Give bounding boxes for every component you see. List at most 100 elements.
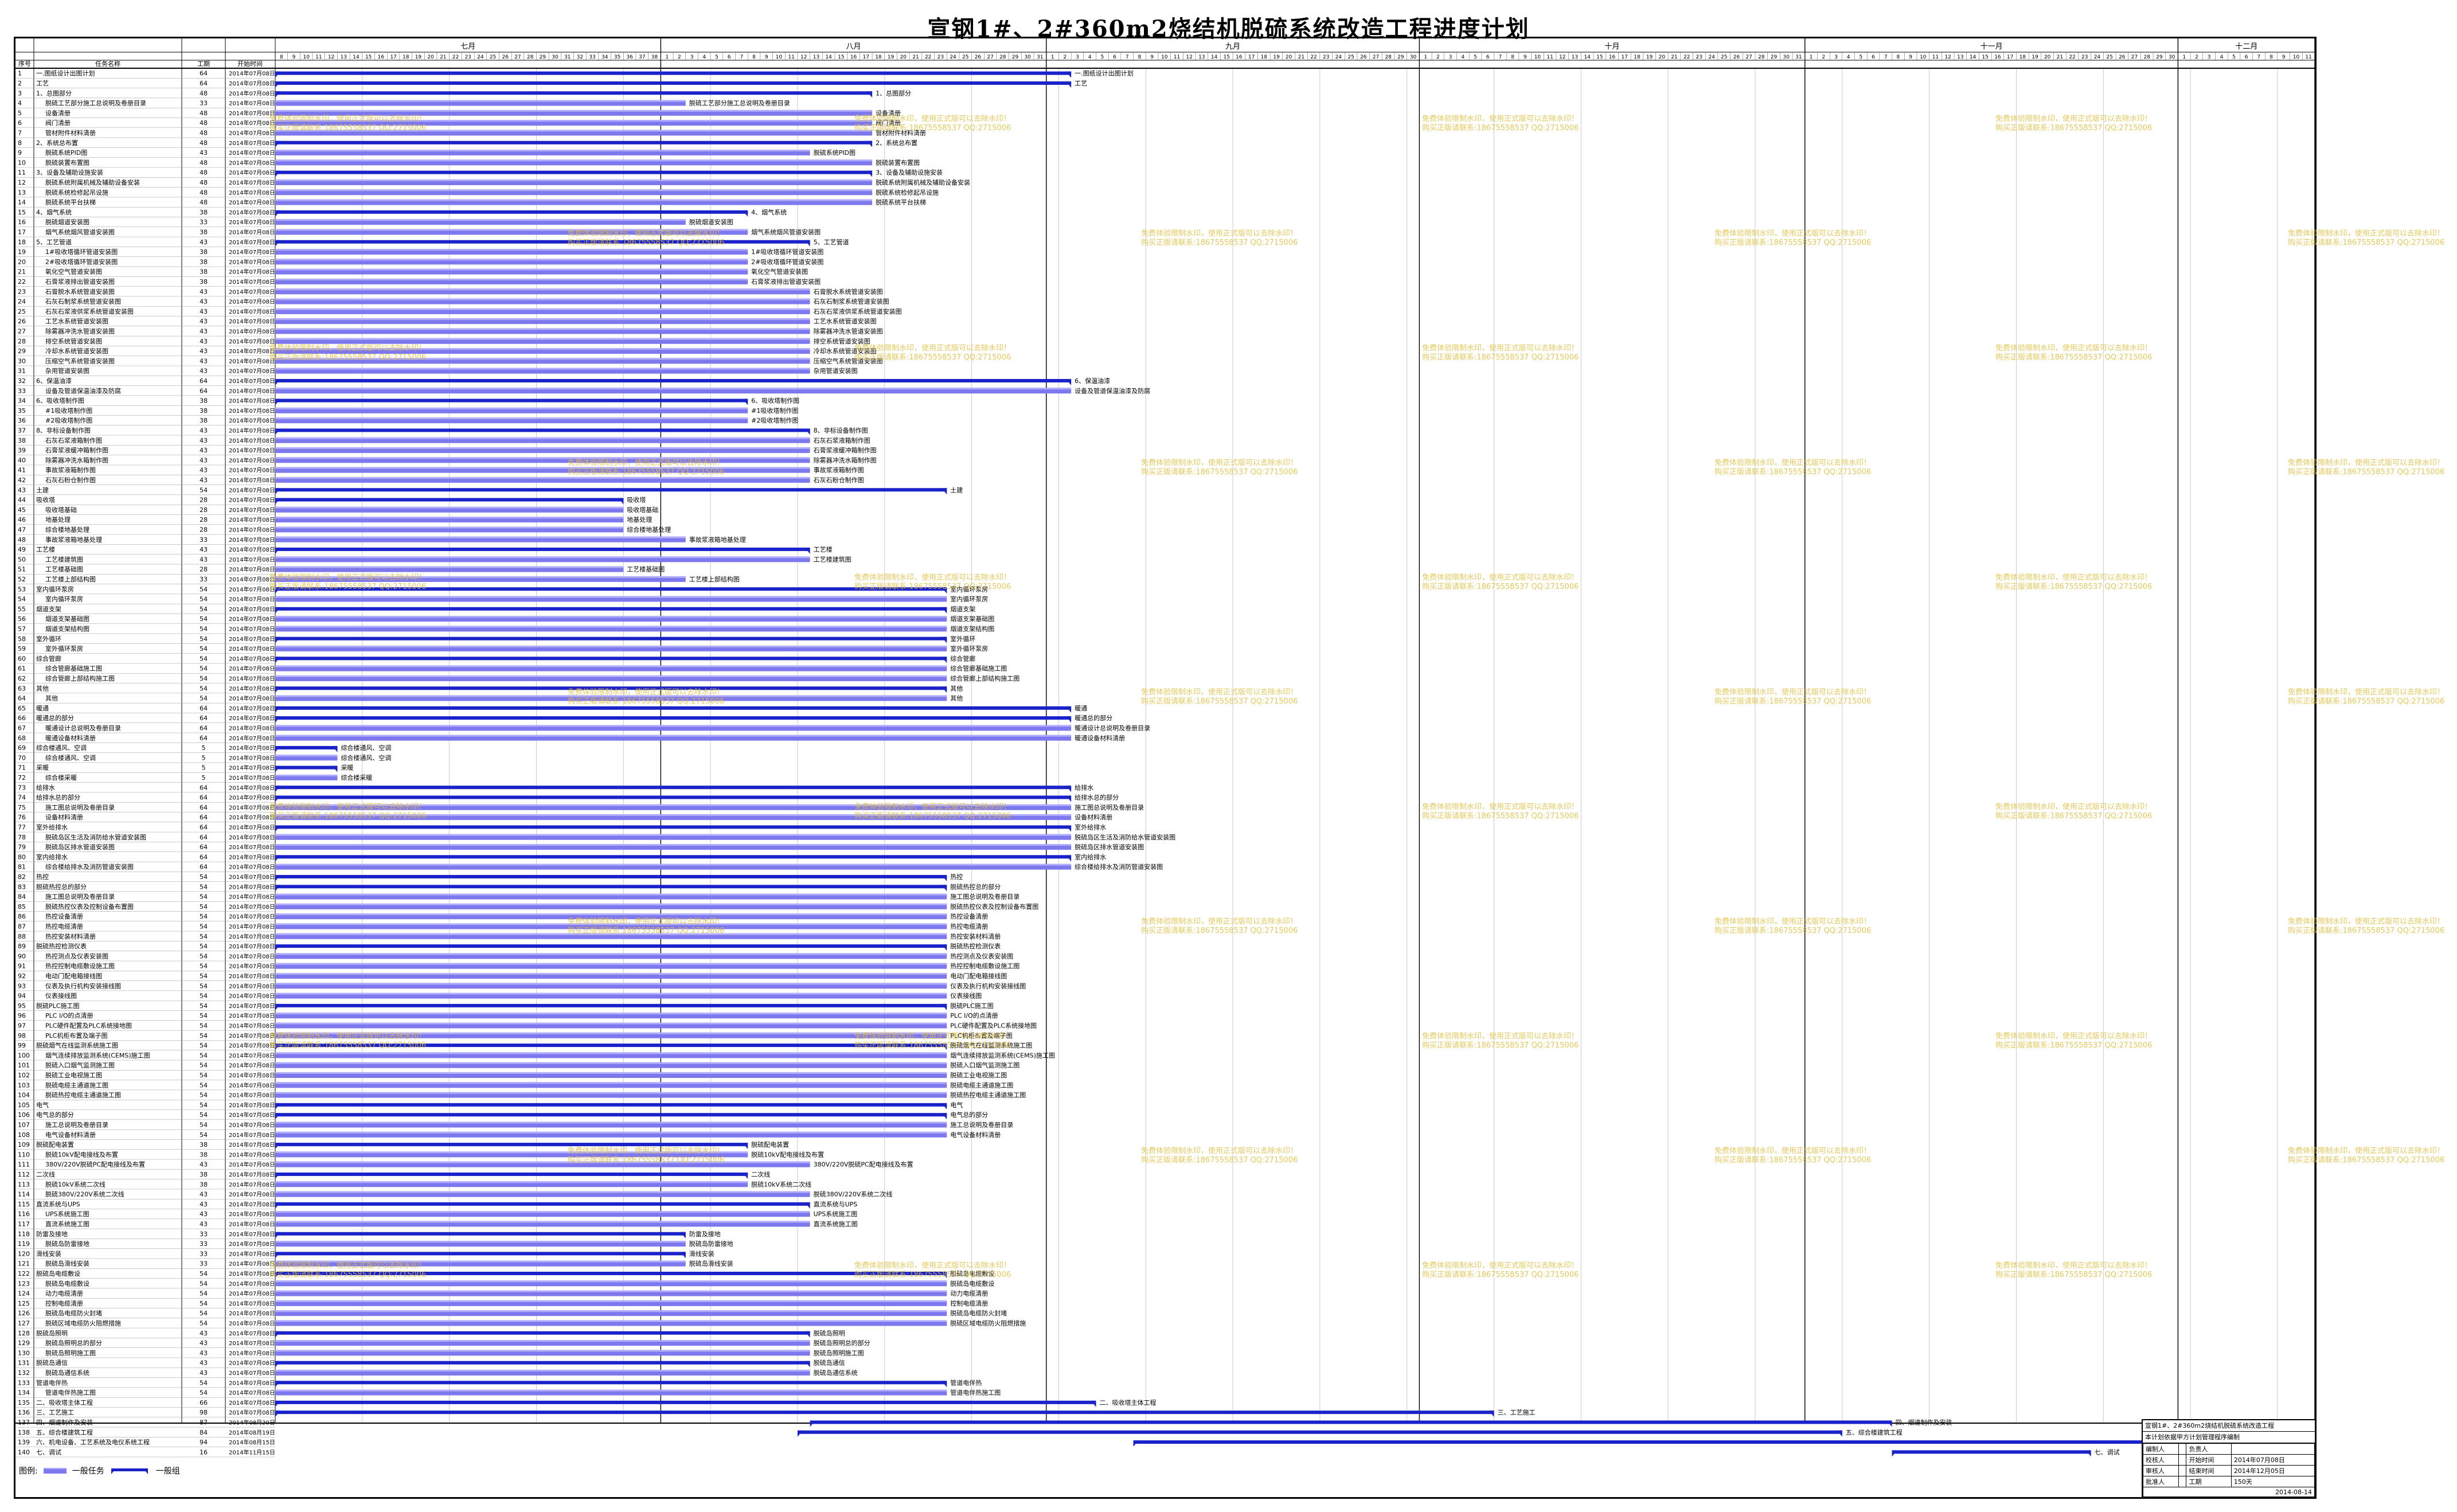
- month-label: 七月: [460, 42, 475, 51]
- row-duration: 64: [200, 834, 208, 841]
- task-bar-highlight: [275, 963, 947, 965]
- task-bar-highlight: [275, 437, 810, 439]
- summary-bar-start-cap: [275, 71, 280, 78]
- row-id: 84: [18, 893, 26, 901]
- task-bar: [275, 388, 1072, 394]
- task-bar-highlight: [275, 933, 947, 935]
- summary-bar: [275, 885, 947, 889]
- row-task-name: 暖通: [36, 705, 49, 712]
- row-start-date: 2014年07月08日: [229, 437, 275, 444]
- summary-bar-end-cap: [1066, 706, 1072, 713]
- row-duration: 38: [200, 1171, 208, 1178]
- day-label: 21: [2057, 54, 2063, 60]
- row-start-date: 2014年07月08日: [229, 764, 275, 772]
- row-id: 134: [18, 1389, 30, 1397]
- task-bar: [275, 1221, 810, 1227]
- row-duration: 54: [200, 605, 208, 613]
- row-task-name: 冷却水系统管道安装图: [45, 347, 108, 355]
- summary-bar-start-cap: [275, 746, 280, 753]
- task-bar-highlight: [275, 1072, 947, 1074]
- row-task-name: 土建: [36, 486, 49, 494]
- row-start-date: 2014年07月08日: [229, 1210, 275, 1218]
- task-bar: [275, 1151, 748, 1158]
- day-label: 25: [1347, 54, 1354, 60]
- summary-bar: [275, 1113, 947, 1117]
- day-label: 8: [1897, 54, 1900, 60]
- row-id: 96: [18, 1012, 26, 1019]
- bar-label: 综合楼采暖: [341, 773, 372, 782]
- row-start-date: 2014年07月08日: [229, 347, 275, 355]
- day-label: 7: [1884, 54, 1888, 60]
- bar-label: 室外循环: [950, 635, 975, 643]
- row-task-name: 脱硫工艺部分施工总说明及卷册目录: [45, 99, 146, 107]
- row-task-name: 脱硫10kV系统二次线: [45, 1180, 106, 1188]
- day-label: 21: [912, 54, 919, 60]
- row-task-name: 烟道支架基础图: [45, 615, 89, 623]
- day-label: 30: [552, 54, 558, 60]
- row-duration: 54: [200, 685, 208, 692]
- row-task-name: 暖通设计总说明及卷册目录: [45, 724, 121, 732]
- task-bar-highlight: [275, 348, 810, 350]
- day-label: 27: [987, 54, 993, 60]
- row-task-name: 一.图纸设计出图计划: [36, 69, 95, 77]
- row-task-name: 脱硫岛滑线安装: [45, 1260, 89, 1268]
- row-start-date: 2014年07月08日: [229, 943, 275, 950]
- row-start-date: 2014年07月08日: [229, 596, 275, 603]
- day-label: 28: [2143, 54, 2150, 60]
- header-name: 任务名称: [95, 60, 120, 68]
- task-bar-highlight: [275, 734, 1072, 737]
- row-duration: 94: [200, 1439, 208, 1446]
- row-start-date: 2014年07月08日: [229, 893, 275, 901]
- bar-label: 脱硫系统检修起吊设施: [876, 188, 939, 196]
- row-duration: 43: [200, 308, 208, 315]
- row-duration: 54: [200, 913, 208, 920]
- row-task-name: 事故浆液箱地基处理: [45, 536, 102, 544]
- row-duration: 54: [200, 675, 208, 682]
- day-label: 18: [2019, 54, 2026, 60]
- bar-label: 七、调试: [2095, 1448, 2120, 1456]
- row-start-date: 2014年07月08日: [229, 655, 275, 662]
- row-duration: 64: [200, 823, 208, 831]
- row-id: 107: [18, 1121, 30, 1128]
- summary-bar: [275, 488, 947, 492]
- summary-bar-start-cap: [275, 1113, 280, 1120]
- row-id: 22: [18, 278, 26, 286]
- task-bar-highlight: [275, 646, 947, 648]
- summary-bar: [275, 81, 1072, 85]
- task-bar-highlight: [275, 417, 748, 420]
- row-duration: 54: [200, 1290, 208, 1298]
- row-duration: 54: [200, 625, 208, 632]
- row-task-name: 6、吸收塔制作图: [36, 397, 84, 405]
- day-label: 18: [1634, 54, 1640, 60]
- row-id: 4: [18, 100, 22, 107]
- task-bar: [275, 626, 947, 632]
- row-duration: 43: [200, 456, 208, 464]
- task-bar-highlight: [275, 1350, 810, 1352]
- bar-label: 管道电伴热施工图: [950, 1389, 1001, 1397]
- row-duration: 33: [200, 576, 208, 583]
- row-task-name: 五、综合楼建筑工程: [36, 1428, 93, 1436]
- bar-label: 3、设备及辅助设施安装: [876, 169, 943, 177]
- task-bar-highlight: [275, 576, 686, 578]
- row-task-name: 工艺水系统管道安装图: [45, 317, 108, 325]
- row-id: 113: [18, 1181, 30, 1188]
- row-start-date: 2014年07月08日: [229, 585, 275, 593]
- summary-bar: [275, 1381, 947, 1385]
- task-bar: [275, 1310, 947, 1316]
- row-start-date: 2014年07月08日: [229, 218, 275, 226]
- row-id: 135: [18, 1399, 30, 1406]
- task-bar-highlight: [275, 983, 947, 985]
- row-duration: 43: [200, 1191, 208, 1198]
- row-duration: 43: [200, 357, 208, 365]
- day-label: 6: [1486, 54, 1490, 60]
- bar-label: 暖通设计总说明及卷册目录: [1075, 724, 1150, 732]
- day-label: 6: [2245, 54, 2248, 60]
- day-label: 10: [1534, 54, 1541, 60]
- bar-label: 给排水: [1075, 783, 1093, 791]
- row-id: 106: [18, 1111, 30, 1119]
- row-start-date: 2014年07月08日: [229, 298, 275, 306]
- row-start-date: 2014年07月08日: [229, 903, 275, 911]
- task-bar: [275, 120, 873, 126]
- bar-label: 烟道支架: [950, 605, 975, 613]
- row-start-date: 2014年07月08日: [229, 119, 275, 127]
